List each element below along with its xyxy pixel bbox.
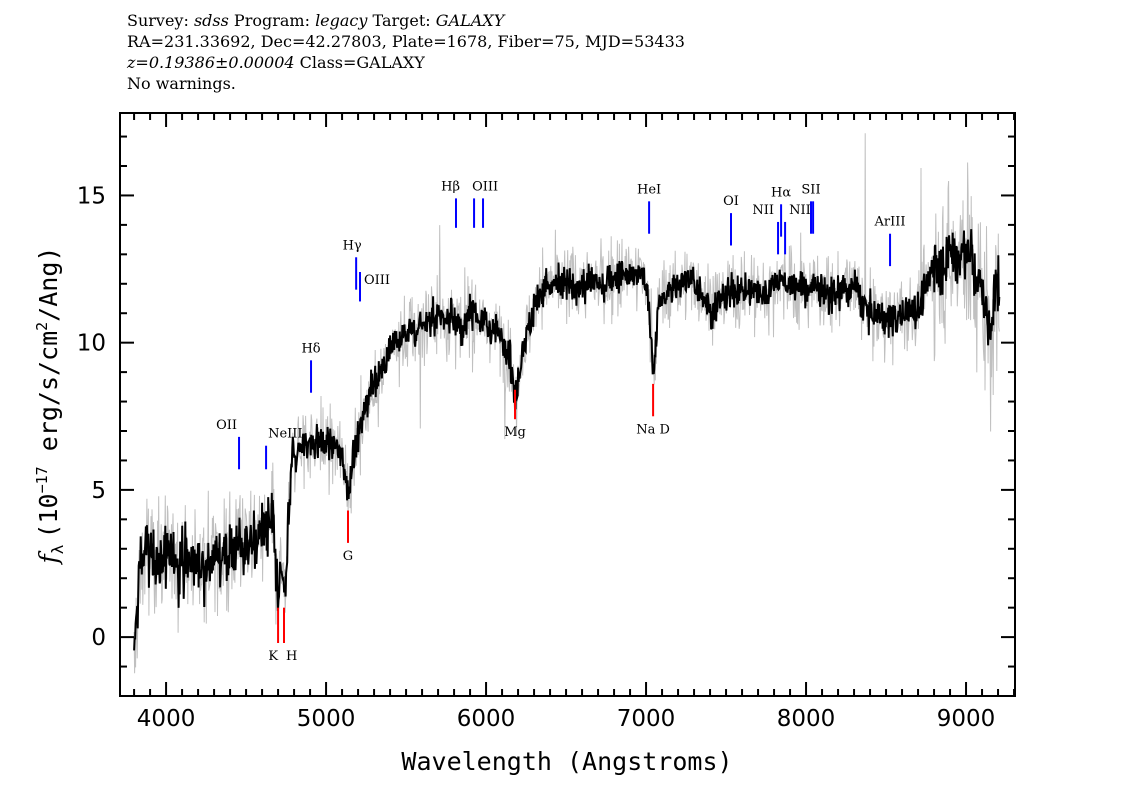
- survey-label: Survey:: [127, 11, 189, 30]
- header-line-2: RA=231.33692, Dec=42.27803, Plate=1678, …: [127, 32, 685, 51]
- flux-series: [133, 229, 1001, 651]
- y-tick-label: 5: [91, 478, 106, 504]
- plot-area: OII NeIII Hδ Hγ OIII Hβ OIII HeI OI NII Hα NII SII Ar…: [133, 133, 1001, 674]
- axes: 4000 5000 6000 7000 8000 9000 0 5 10 15: [77, 113, 1016, 732]
- line-label: Hα: [771, 185, 791, 200]
- y-label-sub: λ: [48, 544, 67, 554]
- x-tick-label: 7000: [617, 706, 676, 732]
- y-tick-label: 10: [77, 331, 106, 357]
- x-tick-label: 4000: [137, 706, 196, 732]
- line-label: Hβ: [441, 179, 460, 194]
- y-label-pre: (10: [34, 493, 63, 538]
- program-value: legacy: [315, 11, 368, 30]
- line-label: NeIII: [268, 427, 302, 442]
- spectrum-header: Survey: sdss Program: legacy Target: GAL…: [127, 10, 685, 94]
- line-label: OII: [216, 418, 237, 433]
- survey-value: sdss: [193, 11, 229, 30]
- y-tick-label: 0: [91, 625, 106, 651]
- line-label: OIII: [364, 273, 390, 288]
- y-label-post: /Ang): [34, 247, 63, 322]
- line-label: Hγ: [343, 238, 362, 253]
- header-line-1: Survey: sdss Program: legacy Target: GAL…: [127, 10, 685, 31]
- program-label: Program:: [233, 11, 310, 30]
- x-axis-title: Wavelength (Angstroms): [401, 747, 732, 776]
- line-label: SII: [801, 182, 820, 197]
- line-label: K: [268, 649, 278, 664]
- class: Class=GALAXY: [299, 53, 425, 72]
- line-label: G: [343, 549, 353, 564]
- plot-frame: [119, 112, 1016, 697]
- target-label: Target:: [372, 11, 431, 30]
- line-label: NII: [789, 203, 811, 218]
- x-tick-label: 5000: [297, 706, 356, 732]
- header-line-3: z=0.19386±0.00004 Class=GALAXY: [127, 52, 685, 73]
- line-label: H: [286, 649, 297, 664]
- line-label: HeI: [637, 182, 661, 197]
- line-label: OIII: [472, 179, 498, 194]
- line-label: NII: [752, 203, 774, 218]
- y-label-mid: erg/s/cm: [34, 331, 63, 466]
- line-label: Mg: [504, 425, 526, 440]
- x-tick-label: 9000: [937, 706, 996, 732]
- y-label-sq: 2: [33, 322, 51, 331]
- raw-flux-series: [133, 133, 1000, 674]
- y-label-f: f: [34, 550, 63, 565]
- target-value: GALAXY: [435, 11, 505, 30]
- y-tick-label: 15: [77, 183, 106, 209]
- line-label: OI: [723, 194, 739, 209]
- x-tick-label: 6000: [457, 706, 516, 732]
- line-label: ArIII: [874, 215, 906, 230]
- redshift: z=0.19386±0.00004: [127, 53, 295, 72]
- y-axis-title: fλ (10−17 erg/s/cm2/Ang): [33, 247, 67, 566]
- x-tick-label: 8000: [777, 706, 836, 732]
- warnings: No warnings.: [127, 74, 236, 93]
- line-label: Na D: [636, 422, 670, 437]
- y-label-exp: −17: [33, 466, 51, 493]
- line-label: Hδ: [301, 341, 320, 356]
